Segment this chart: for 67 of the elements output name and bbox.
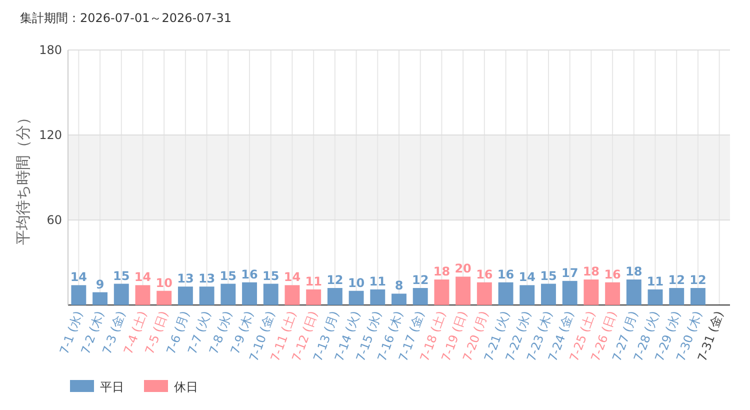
data-label: 15 (262, 268, 280, 283)
data-label: 14 (284, 270, 301, 284)
data-label: 18 (626, 264, 642, 278)
data-label: 16 (476, 267, 493, 282)
bar (498, 282, 514, 305)
data-label: 15 (113, 268, 130, 283)
bar (370, 289, 386, 305)
bar (434, 280, 450, 305)
data-label: 9 (96, 277, 104, 292)
bar (412, 288, 428, 305)
bar (348, 290, 364, 305)
bar (178, 286, 193, 305)
bar (648, 289, 663, 305)
bar (584, 280, 599, 305)
data-label: 11 (369, 274, 386, 288)
data-label: 14 (134, 270, 152, 284)
data-label: 13 (198, 272, 216, 286)
bar (284, 285, 300, 305)
data-label: 12 (668, 273, 685, 287)
data-label: 11 (646, 274, 664, 288)
data-label: 12 (690, 273, 706, 287)
bar (135, 285, 150, 305)
data-label: 18 (433, 264, 450, 278)
y-tick-label: 180 (39, 43, 62, 57)
data-label: 14 (70, 270, 88, 284)
y-axis-title: 平均待ち時間（分） (14, 110, 32, 245)
data-label: 11 (305, 274, 322, 288)
data-label: 10 (156, 276, 172, 290)
data-label: 14 (518, 270, 536, 284)
y-tick-label: 120 (39, 128, 62, 142)
legend-label: 休日 (174, 380, 198, 394)
data-label: 16 (497, 267, 514, 282)
bar (626, 280, 642, 305)
data-label: 12 (326, 273, 344, 287)
data-label: 15 (540, 268, 557, 283)
bar (306, 289, 322, 305)
bar (690, 288, 706, 305)
y-tick-label: 60 (46, 213, 62, 227)
chart-title: 集計期間：2026-07-01～2026-07-31 (20, 11, 232, 25)
data-label: 18 (582, 264, 600, 278)
bar (220, 284, 236, 305)
data-label: 8 (394, 278, 404, 293)
bar (199, 286, 214, 305)
bar (541, 284, 556, 305)
data-label: 13 (177, 272, 194, 286)
bar (71, 285, 86, 305)
bar (92, 292, 108, 305)
bar (476, 282, 492, 305)
bar (114, 284, 129, 305)
bar (263, 284, 278, 305)
data-label: 17 (561, 266, 578, 280)
bar (562, 280, 578, 305)
legend-label: 平日 (100, 380, 124, 394)
bar (456, 276, 471, 305)
data-label: 16 (241, 267, 258, 282)
data-label: 20 (454, 262, 472, 276)
bar (669, 288, 684, 305)
data-label: 16 (604, 267, 621, 282)
data-label: 15 (220, 268, 237, 283)
data-label: 12 (412, 273, 429, 287)
bar (242, 282, 257, 305)
bar (327, 288, 342, 305)
bar (605, 282, 620, 305)
bar (520, 285, 535, 305)
data-label: 10 (348, 276, 365, 290)
bar (392, 294, 406, 305)
bar (156, 290, 172, 305)
